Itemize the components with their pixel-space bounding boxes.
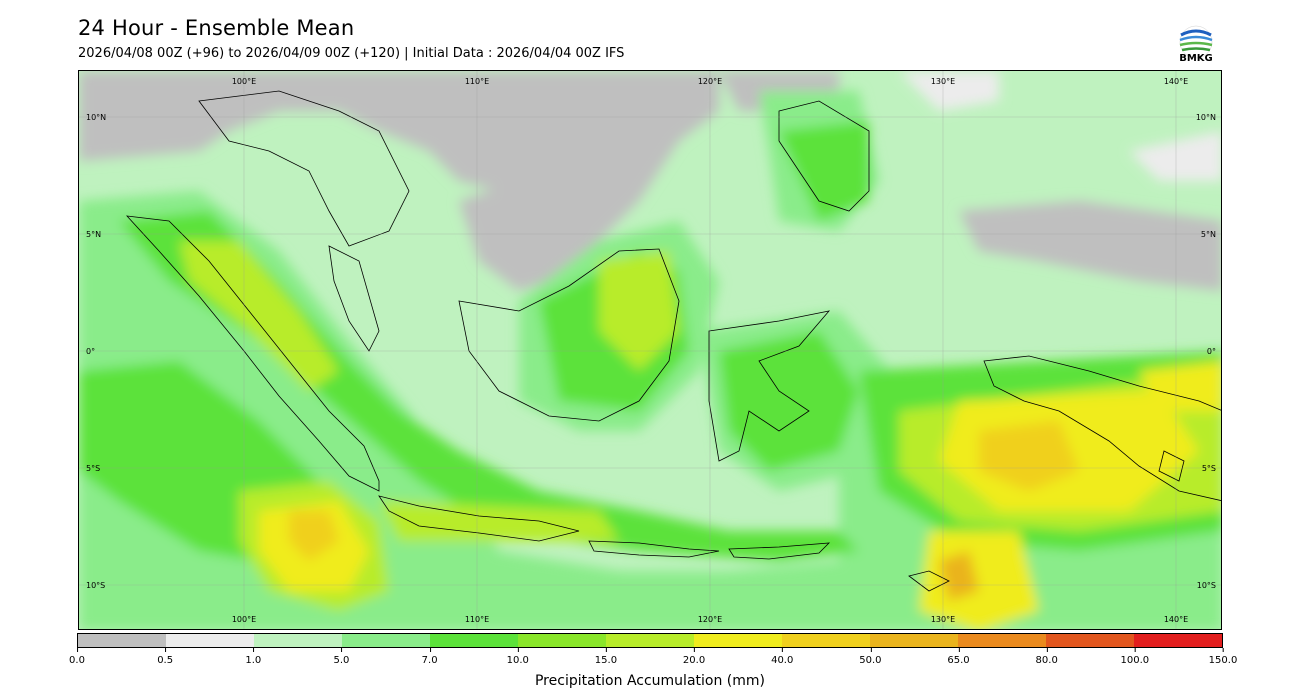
colorbar-segment [518,634,606,647]
lat-label-left: 10°S [86,581,105,590]
lon-label-top: 120°E [698,77,722,86]
colorbar-tick-label: 10.0 [507,648,529,666]
colorbar-segment [342,634,430,647]
lon-label-top: 140°E [1164,77,1188,86]
colorbar-tick-label: 80.0 [1036,648,1058,666]
lat-label-right: 0° [1207,347,1216,356]
lat-label-right: 10°S [1197,581,1216,590]
colorbar-segment [1046,634,1134,647]
lat-label-right: 5°S [1202,464,1216,473]
colorbar [77,633,1223,648]
colorbar-segment [430,634,518,647]
lat-label-right: 5°N [1201,230,1216,239]
bmkg-logo-text: BMKG [1179,53,1213,64]
lat-label-left: 10°N [86,113,106,122]
precip-field [79,71,1221,629]
colorbar-segment [254,634,342,647]
graticule [79,71,1221,629]
lon-label-top: 110°E [465,77,489,86]
colorbar-tick-label: 20.0 [683,648,705,666]
lon-label-top: 130°E [931,77,955,86]
colorbar-tick-label: 40.0 [771,648,793,666]
lon-label-bottom: 140°E [1164,615,1188,624]
colorbar-tick-label: 0.5 [157,648,173,666]
colorbar-tick-label: 1.0 [245,648,261,666]
lon-label-bottom: 110°E [465,615,489,624]
lat-label-left: 5°N [86,230,101,239]
precipitation-map: 100°E 110°E 120°E 130°E 140°E 100°E 110°… [78,70,1222,630]
colorbar-tick-label: 15.0 [595,648,617,666]
lon-label-bottom: 120°E [698,615,722,624]
colorbar-label: Precipitation Accumulation (mm) [534,673,765,689]
colorbar-segment [606,634,694,647]
colorbar-tick-label: 50.0 [859,648,882,666]
colorbar-tick-label: 65.0 [947,648,970,666]
colorbar-segment [166,634,254,647]
chart-title: 24 Hour - Ensemble Mean [78,16,355,40]
chart-subtitle: 2026/04/08 00Z (+96) to 2026/04/09 00Z (… [78,46,625,61]
lon-label-top: 100°E [232,77,256,86]
colorbar-segment [694,634,782,647]
colorbar-tick-label: 7.0 [422,648,438,666]
colorbar-segment [782,634,870,647]
colorbar-ticks: 0.0 0.5 1.0 5.0 7.0 10.0 15.0 20.0 40.0 50.0 65.0 8… [69,648,1237,668]
colorbar-tick-label: 0.0 [69,648,85,666]
colorbar-segment [870,634,958,647]
colorbar-tick-label: 100.0 [1121,648,1149,666]
colorbar-segment [1134,634,1222,647]
bmkg-logo [1179,25,1213,59]
lat-label-right: 10°N [1196,113,1216,122]
lat-label-left: 5°S [86,464,100,473]
lon-label-bottom: 100°E [232,615,256,624]
colorbar-tick-label: 5.0 [334,648,349,666]
colorbar-tick-label: 150.0 [1209,648,1237,666]
lon-label-bottom: 130°E [931,615,955,624]
colorbar-segment [958,634,1046,647]
lat-label-left: 0° [86,347,95,356]
colorbar-segment [78,634,166,647]
